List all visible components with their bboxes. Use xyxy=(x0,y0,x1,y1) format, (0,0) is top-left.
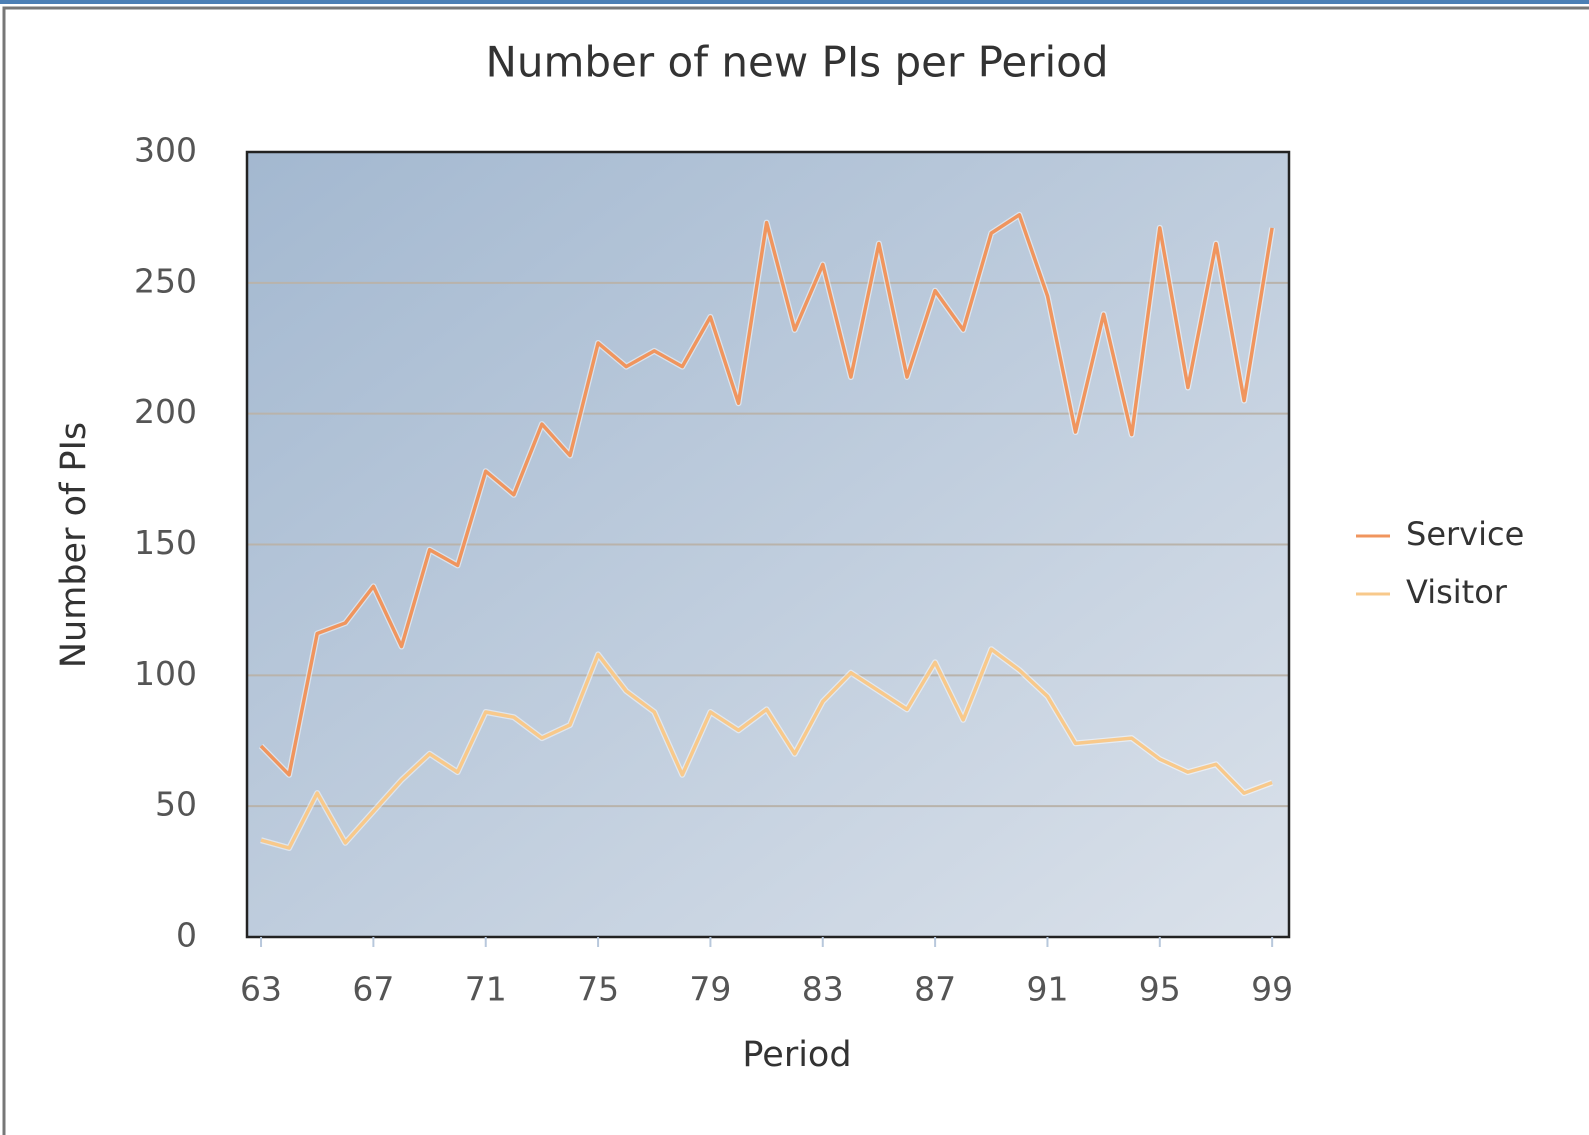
legend-label: Visitor xyxy=(1406,573,1508,611)
y-tick-label: 100 xyxy=(134,654,197,693)
series-line xyxy=(259,213,1274,777)
plot-border xyxy=(245,150,1291,939)
legend-label: Service xyxy=(1406,515,1524,553)
x-tick-label: 79 xyxy=(689,970,731,1009)
y-tick-label: 50 xyxy=(155,785,197,824)
x-tick-label: 87 xyxy=(914,970,956,1009)
series-line xyxy=(260,647,1273,850)
y-axis-label: Number of PIs xyxy=(54,422,94,668)
x-tick-label: 67 xyxy=(352,970,394,1009)
y-tick-label: 250 xyxy=(134,261,197,300)
y-tick-label: 0 xyxy=(176,916,197,955)
x-tick-label: 95 xyxy=(1139,970,1181,1009)
x-tick-label: 99 xyxy=(1251,970,1293,1009)
x-axis-label: Period xyxy=(742,1035,851,1075)
y-tick-label: 200 xyxy=(134,392,197,431)
chart-title: Number of new PIs per Period xyxy=(485,38,1108,87)
y-tick-label: 300 xyxy=(134,131,197,170)
x-tick-label: 91 xyxy=(1026,970,1068,1009)
x-tick-label: 71 xyxy=(465,970,507,1009)
x-tick-label: 75 xyxy=(577,970,619,1009)
x-tick-label: 63 xyxy=(240,970,282,1009)
top-border xyxy=(0,0,1589,4)
y-tick-label: 150 xyxy=(134,523,197,562)
x-tick-label: 83 xyxy=(802,970,844,1009)
